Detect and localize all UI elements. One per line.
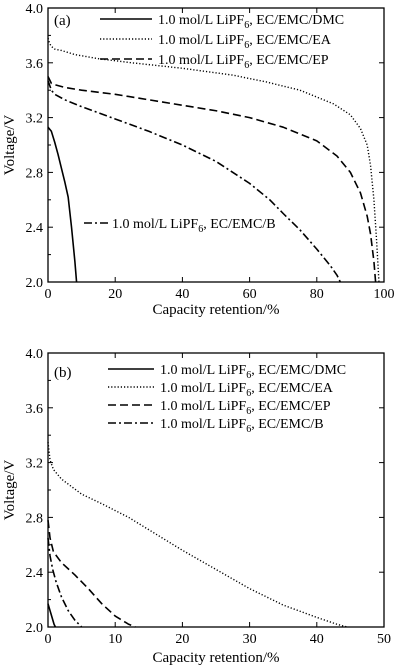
y-axis-title-a: Voltage/V (2, 115, 18, 176)
x-tick-label-b-4: 40 (310, 632, 324, 647)
x-tick-label-b-5: 50 (377, 632, 391, 647)
series-line-a-ec-emc-dmc (47, 126, 78, 283)
y-tick-label-a-0: 2.0 (26, 276, 44, 291)
x-tick-label-a-4: 80 (310, 287, 324, 302)
legend-b-label-ep: 1.0 mol/L LiPF6, EC/EMC/EP (160, 399, 331, 417)
y-tick-label-b-1: 2.4 (26, 566, 44, 581)
x-tick-label-a-1: 20 (108, 287, 122, 302)
panel-b: (b) 0 10 20 30 40 50 2.0 2.4 2.8 3.2 3.6 4.0 Capaci… (2, 347, 391, 666)
legend-b: 1.0 mol/L LiPF6, EC/EMC/DMC 1.0 mol/L Li… (108, 363, 346, 435)
y-tick-label-b-0: 2.0 (26, 621, 44, 636)
y-tick-label-a-2: 2.8 (26, 166, 44, 181)
legend-b-label-b: 1.0 mol/L LiPF6, EC/EMC/B (160, 417, 324, 435)
panel-label-a: (a) (54, 13, 71, 29)
x-tick-label-a-3: 60 (243, 287, 257, 302)
y-tick-label-b-4: 3.6 (26, 402, 44, 417)
legend-a: 1.0 mol/L LiPF6, EC/EMC/DMC 1.0 mol/L Li… (84, 13, 344, 235)
y-tick-label-a-3: 3.2 (26, 112, 44, 127)
x-tick-label-b-3: 30 (243, 632, 257, 647)
x-axis-title-b: Capacity retention/% (152, 650, 279, 666)
series-line-a-ec-emc-ep (47, 76, 377, 283)
ticks-b: 0 10 20 30 40 50 2.0 2.4 2.8 3.2 3.6 4.0 (26, 347, 392, 647)
series-line-b-ec-emc-dmc (47, 603, 57, 628)
y-tick-label-a-1: 2.4 (26, 221, 44, 236)
x-tick-label-b-0: 0 (45, 632, 52, 647)
series-line-b-ec-emc-ep (47, 520, 136, 628)
series-b (47, 441, 348, 628)
x-tick-label-a-0: 0 (45, 287, 52, 302)
series-line-b-ec-emc-b (47, 537, 83, 628)
legend-a-label-dmc: 1.0 mol/L LiPF6, EC/EMC/DMC (158, 13, 344, 31)
y-axis-title-b: Voltage/V (2, 460, 18, 521)
y-tick-label-b-5: 4.0 (26, 347, 44, 362)
legend-b-label-dmc: 1.0 mol/L LiPF6, EC/EMC/DMC (160, 363, 346, 381)
y-tick-label-a-5: 4.0 (26, 2, 44, 17)
series-a (47, 37, 380, 283)
x-tick-label-a-2: 40 (175, 287, 189, 302)
y-tick-label-b-3: 3.2 (26, 457, 44, 472)
x-tick-label-a-5: 100 (374, 287, 395, 302)
plot-frame-a (47, 7, 385, 283)
y-tick-label-b-2: 2.8 (26, 511, 44, 526)
panel-label-b: (b) (54, 365, 72, 381)
legend-a-label-ea: 1.0 mol/L LiPF6, EC/EMC/EA (158, 33, 332, 51)
legend-b-label-ea: 1.0 mol/L LiPF6, EC/EMC/EA (160, 381, 334, 399)
y-tick-label-a-4: 3.6 (26, 57, 44, 72)
ticks-a: 0 20 40 60 80 100 2.0 2.4 2.8 3.2 3.6 4.0 (26, 2, 395, 302)
x-axis-title-a: Capacity retention/% (152, 302, 279, 318)
panel-a: (a) 0 20 40 60 80 100 2.0 2.4 2.8 3.2 3.6 4.0 Capac… (2, 2, 395, 318)
x-tick-label-b-2: 20 (175, 632, 189, 647)
x-tick-label-b-1: 10 (108, 632, 122, 647)
legend-a-label-ep: 1.0 mol/L LiPF6, EC/EMC/EP (158, 53, 329, 71)
legend-a-label-b: 1.0 mol/L LiPF6, EC/EMC/B (112, 217, 276, 235)
series-line-b-ec-emc-ea (47, 441, 348, 628)
series-line-a-ec-emc-b (47, 80, 342, 283)
